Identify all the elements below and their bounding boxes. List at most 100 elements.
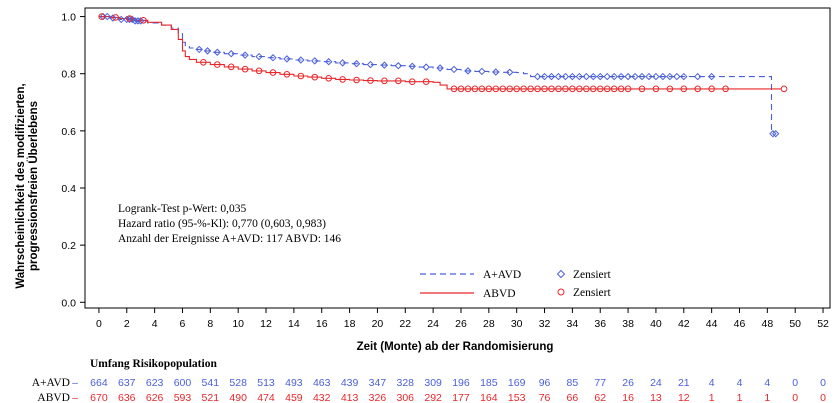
- censor-mark-abvd: [325, 74, 332, 82]
- x-tick-label: 10: [232, 318, 244, 330]
- x-tick-label: 12: [260, 318, 272, 330]
- risk-value-aavd: 169: [508, 377, 526, 389]
- x-tick-label: 24: [427, 318, 439, 330]
- y-tick-label: 0.4: [61, 183, 76, 195]
- censor-mark-aavd: [533, 72, 542, 81]
- risk-row-aavd-label: A+AVD: [32, 377, 70, 389]
- risk-value-aavd: 664: [90, 377, 108, 389]
- censor-mark-aavd: [436, 64, 444, 72]
- censor-mark-aavd: [638, 72, 646, 81]
- risk-value-aavd: 0: [792, 377, 798, 389]
- risk-value-abvd: 16: [622, 392, 634, 403]
- risk-value-aavd: 21: [678, 377, 690, 389]
- censor-mark-abvd: [408, 78, 416, 86]
- censor-mark-abvd: [422, 78, 430, 86]
- censor-mark-aavd: [408, 62, 416, 70]
- x-tick-label: 8: [207, 318, 213, 330]
- censor-mark-aavd: [203, 47, 212, 55]
- x-tick-label: 52: [817, 318, 829, 330]
- censor-mark-abvd: [227, 63, 235, 71]
- censor-mark-aavd: [582, 72, 591, 81]
- x-tick-label: 14: [288, 318, 300, 330]
- censor-mark-aavd: [227, 50, 235, 58]
- risk-value-aavd: 600: [174, 377, 192, 389]
- censor-mark-abvd: [499, 85, 507, 93]
- censor-mark-abvd: [485, 85, 493, 93]
- risk-row-abvd-label: ABVD: [37, 392, 70, 403]
- risk-row-dash: –: [72, 392, 78, 403]
- censor-mark-aavd: [561, 72, 570, 81]
- censor-mark-aavd: [694, 72, 702, 81]
- risk-value-abvd: 432: [313, 392, 331, 403]
- x-tick-label: 40: [650, 318, 662, 330]
- censor-mark-aavd: [554, 72, 563, 81]
- risk-value-aavd: 328: [397, 377, 415, 389]
- risk-value-abvd: 164: [480, 392, 498, 403]
- risk-value-abvd: 670: [90, 392, 108, 403]
- censor-mark-abvd: [520, 85, 527, 93]
- censor-mark-abvd: [450, 85, 458, 93]
- y-tick-label: 1.0: [61, 12, 76, 24]
- risk-value-abvd: 12: [678, 392, 690, 403]
- censor-mark-abvd: [534, 85, 541, 93]
- censor-mark-aavd: [645, 72, 653, 81]
- censor-mark-aavd: [478, 67, 486, 76]
- censor-mark-abvd: [638, 85, 646, 93]
- censor-mark-aavd: [255, 52, 263, 61]
- x-tick-label: 20: [372, 318, 384, 330]
- event-count-annotation: Anzahl der Ereignisse A+AVD: 117 ABVD: 1…: [118, 233, 341, 245]
- y-axis: 0.0 0.2 0.4 0.6 0.8 1.0: [61, 12, 85, 309]
- censor-mark-aavd: [547, 72, 556, 81]
- risk-value-abvd: 1: [764, 392, 770, 403]
- censor-mark-abvd: [555, 85, 562, 93]
- x-tick-label: 2: [124, 318, 130, 330]
- x-tick-label: 28: [483, 318, 495, 330]
- censor-mark-aavd: [666, 72, 674, 81]
- censor-mark-abvd: [596, 85, 604, 93]
- censor-mark-abvd: [457, 85, 465, 93]
- censor-mark-abvd: [708, 85, 715, 93]
- risk-value-aavd: 0: [820, 377, 826, 389]
- risk-value-abvd: 326: [369, 392, 387, 403]
- y-tick-label: 0.2: [61, 240, 76, 252]
- censor-mark-abvd: [241, 65, 249, 73]
- censor-mark-aavd: [109, 14, 117, 22]
- risk-value-aavd: 493: [285, 377, 303, 389]
- censor-mark-aavd: [213, 48, 221, 56]
- x-tick-label: 26: [455, 318, 467, 330]
- legend-aavd-censor-label: Zensiert: [573, 269, 611, 281]
- censor-mark-abvd: [311, 73, 319, 81]
- censor-mark-abvd: [395, 77, 402, 85]
- censor-mark-abvd: [98, 13, 106, 20]
- risk-value-aavd: 637: [118, 377, 136, 389]
- censor-mark-aavd: [136, 17, 145, 25]
- censor-mark-aavd: [311, 57, 319, 65]
- censor-mark-aavd: [352, 60, 361, 68]
- risk-value-abvd: 13: [650, 392, 662, 403]
- censor-mark-abvd: [506, 85, 514, 93]
- risk-value-aavd: 309: [424, 377, 442, 389]
- risk-value-abvd: 177: [452, 392, 470, 403]
- y-axis-title-line1: Wahrscheinlichkeit des modifizierten,: [15, 83, 27, 288]
- censor-mark-aavd: [707, 72, 716, 81]
- risk-value-aavd: 528: [229, 377, 247, 389]
- censor-mark-aavd: [617, 72, 625, 81]
- censor-marks: [98, 12, 788, 138]
- censor-mark-abvd: [680, 85, 688, 93]
- x-axis-title: Zeit (Monte) ab der Randomisierung: [357, 341, 554, 353]
- censor-mark-aavd: [769, 130, 777, 138]
- risk-value-abvd: 62: [594, 392, 606, 403]
- censor-mark-aavd: [603, 72, 611, 81]
- risk-value-aavd: 513: [257, 377, 275, 389]
- risk-value-abvd: 490: [229, 392, 247, 403]
- censor-mark-abvd: [513, 85, 520, 93]
- censor-mark-abvd: [213, 61, 221, 68]
- censor-mark-abvd: [140, 16, 147, 24]
- legend-abvd-label: ABVD: [483, 288, 516, 300]
- risk-value-aavd: 439: [341, 377, 359, 389]
- risk-value-aavd: 26: [622, 377, 634, 389]
- censor-mark-aavd: [297, 56, 305, 64]
- censor-mark-aavd: [103, 12, 111, 21]
- censor-mark-aavd: [123, 15, 131, 24]
- risk-value-abvd: 153: [508, 392, 526, 403]
